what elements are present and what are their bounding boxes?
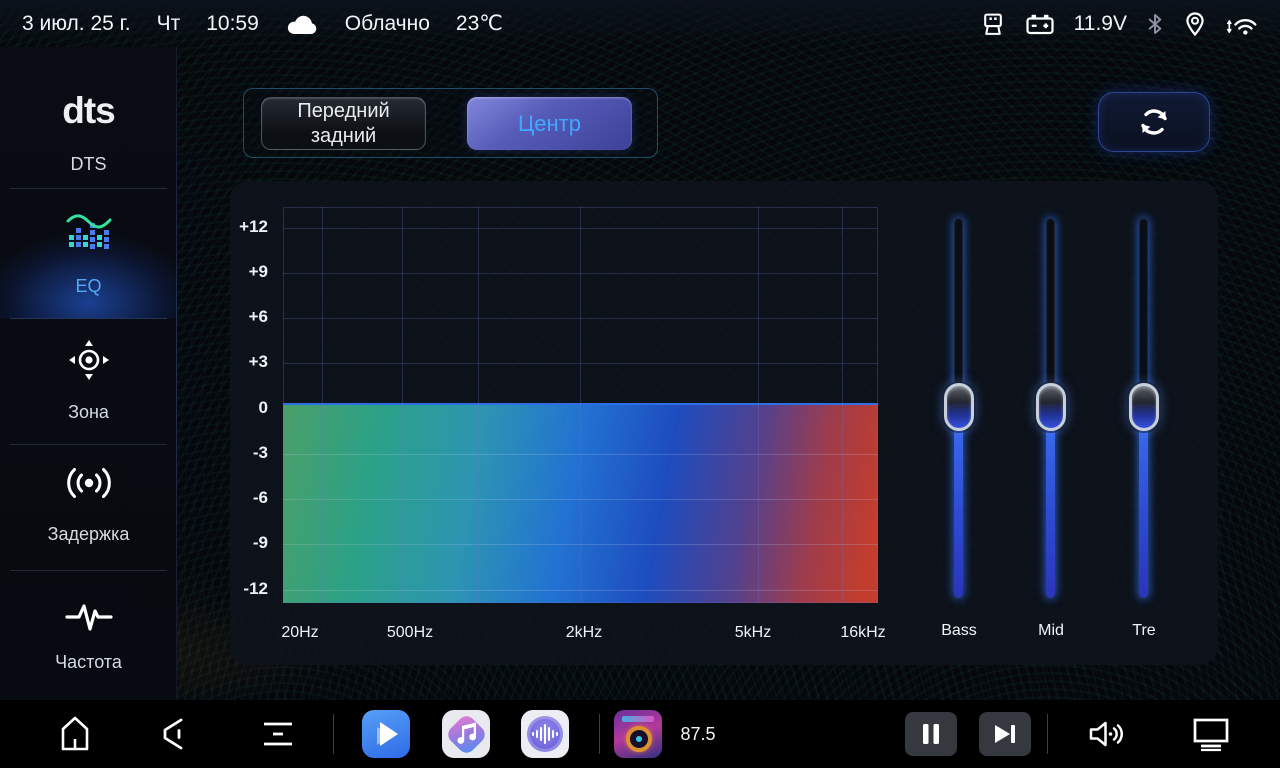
y-tick: +9 xyxy=(248,262,268,281)
treble-slider-label: Tre xyxy=(1132,622,1156,639)
reset-icon xyxy=(1135,103,1173,141)
status-day: Чт xyxy=(156,11,181,35)
volume-icon xyxy=(1085,716,1125,752)
eq-curve-fill xyxy=(283,403,878,603)
tab-front-rear-label-line1: Передний xyxy=(297,99,390,122)
radio-app-icon[interactable] xyxy=(614,710,662,758)
status-left: 3 июл. 25 г. Чт 10:59 Облачно 23℃ xyxy=(22,11,529,37)
y-tick: 0 xyxy=(258,398,268,417)
y-tick: +12 xyxy=(239,217,268,236)
screen-icon xyxy=(1191,715,1231,753)
sidebar: dts DTS EQ xyxy=(0,47,177,700)
tab-front-rear[interactable]: Передний задний xyxy=(261,97,426,150)
sidebar-item-zone[interactable]: Зона xyxy=(0,337,177,423)
pause-button[interactable] xyxy=(905,712,957,756)
video-player-app-icon[interactable] xyxy=(362,710,410,758)
x-tick: 16kHz xyxy=(840,624,886,641)
pause-icon xyxy=(920,722,942,746)
treble-slider-fill xyxy=(1139,407,1148,598)
status-voltage: 11.9V xyxy=(1073,11,1127,35)
tab-front-rear-label-line2: задний xyxy=(310,124,377,147)
radio-frequency: 87.5 xyxy=(680,723,716,744)
y-tick: -12 xyxy=(243,579,268,598)
bottom-bar-divider xyxy=(599,714,600,754)
status-date: 3 июл. 25 г. xyxy=(22,11,131,35)
y-tick: +3 xyxy=(248,352,268,371)
next-track-icon xyxy=(992,722,1018,746)
sidebar-item-dts[interactable]: dts DTS xyxy=(0,90,177,175)
dts-logo: dts xyxy=(62,90,116,131)
sidebar-item-label: EQ xyxy=(75,276,102,296)
volume-button[interactable] xyxy=(1082,700,1128,768)
usb-icon xyxy=(980,11,1006,37)
frequency-icon xyxy=(61,599,117,635)
zone-icon xyxy=(66,337,112,383)
status-weather: Облачно xyxy=(344,11,430,35)
menu-button[interactable] xyxy=(258,700,298,768)
status-temperature: 23℃ xyxy=(455,12,503,35)
mid-slider-label: Mid xyxy=(1038,622,1064,639)
treble-slider-handle[interactable] xyxy=(1129,383,1159,431)
bottom-bar-divider xyxy=(1047,714,1048,754)
cloud-icon xyxy=(285,11,319,37)
wifi-icon xyxy=(1226,11,1260,37)
mid-slider-fill xyxy=(1046,407,1055,598)
reset-button[interactable] xyxy=(1098,92,1210,152)
tab-center-label: Центр xyxy=(518,110,581,136)
back-button[interactable] xyxy=(153,700,193,768)
x-tick: 500Hz xyxy=(386,624,434,641)
bottom-bar-divider xyxy=(333,714,334,754)
sidebar-item-frequency[interactable]: Частота xyxy=(0,599,177,673)
x-tick: 5kHz xyxy=(734,624,772,641)
y-tick: -6 xyxy=(252,488,268,507)
eq-grid xyxy=(283,207,878,603)
bass-slider-handle[interactable] xyxy=(944,383,974,431)
home-button[interactable] xyxy=(55,700,95,768)
voice-app-icon[interactable] xyxy=(521,710,569,758)
screen-off-button[interactable] xyxy=(1188,700,1234,768)
status-bar: 3 июл. 25 г. Чт 10:59 Облачно 23℃ xyxy=(0,0,1280,47)
tab-center[interactable]: Центр xyxy=(467,97,632,150)
x-tick: 2kHz xyxy=(565,624,603,641)
sidebar-divider xyxy=(10,318,167,319)
x-tick: 20Hz xyxy=(281,624,319,641)
bass-slider-label: Bass xyxy=(941,622,977,639)
music-app-icon[interactable] xyxy=(442,710,490,758)
sidebar-item-label: DTS xyxy=(70,154,107,174)
y-tick: -9 xyxy=(252,533,268,552)
sidebar-divider xyxy=(10,570,167,571)
bluetooth-icon xyxy=(1146,11,1164,37)
sidebar-item-label: Частота xyxy=(55,652,122,672)
back-icon xyxy=(157,716,189,752)
delay-icon xyxy=(62,461,116,505)
equalizer-icon xyxy=(64,211,114,255)
bass-slider-fill xyxy=(954,407,963,598)
status-time: 10:59 xyxy=(206,11,259,35)
status-right: 11.9V xyxy=(961,11,1260,37)
bottom-nav-bar: 87.5 xyxy=(0,700,1280,768)
speaker-selector-group: Передний задний Центр xyxy=(243,88,658,158)
sidebar-item-label: Зона xyxy=(68,402,109,422)
menu-icon xyxy=(260,719,296,749)
sidebar-item-eq[interactable]: EQ xyxy=(0,211,177,297)
y-tick: +6 xyxy=(248,307,268,326)
sidebar-item-delay[interactable]: Задержка xyxy=(0,461,177,545)
mid-slider-handle[interactable] xyxy=(1036,383,1066,431)
home-icon xyxy=(57,715,93,753)
location-icon xyxy=(1183,11,1207,37)
sidebar-eq-highlight xyxy=(0,188,177,318)
y-tick: -3 xyxy=(252,443,268,462)
battery-voltage-icon xyxy=(1025,11,1055,37)
sidebar-item-label: Задержка xyxy=(47,524,130,544)
sidebar-divider xyxy=(10,188,167,189)
next-track-button[interactable] xyxy=(979,712,1031,756)
sidebar-divider xyxy=(10,444,167,445)
